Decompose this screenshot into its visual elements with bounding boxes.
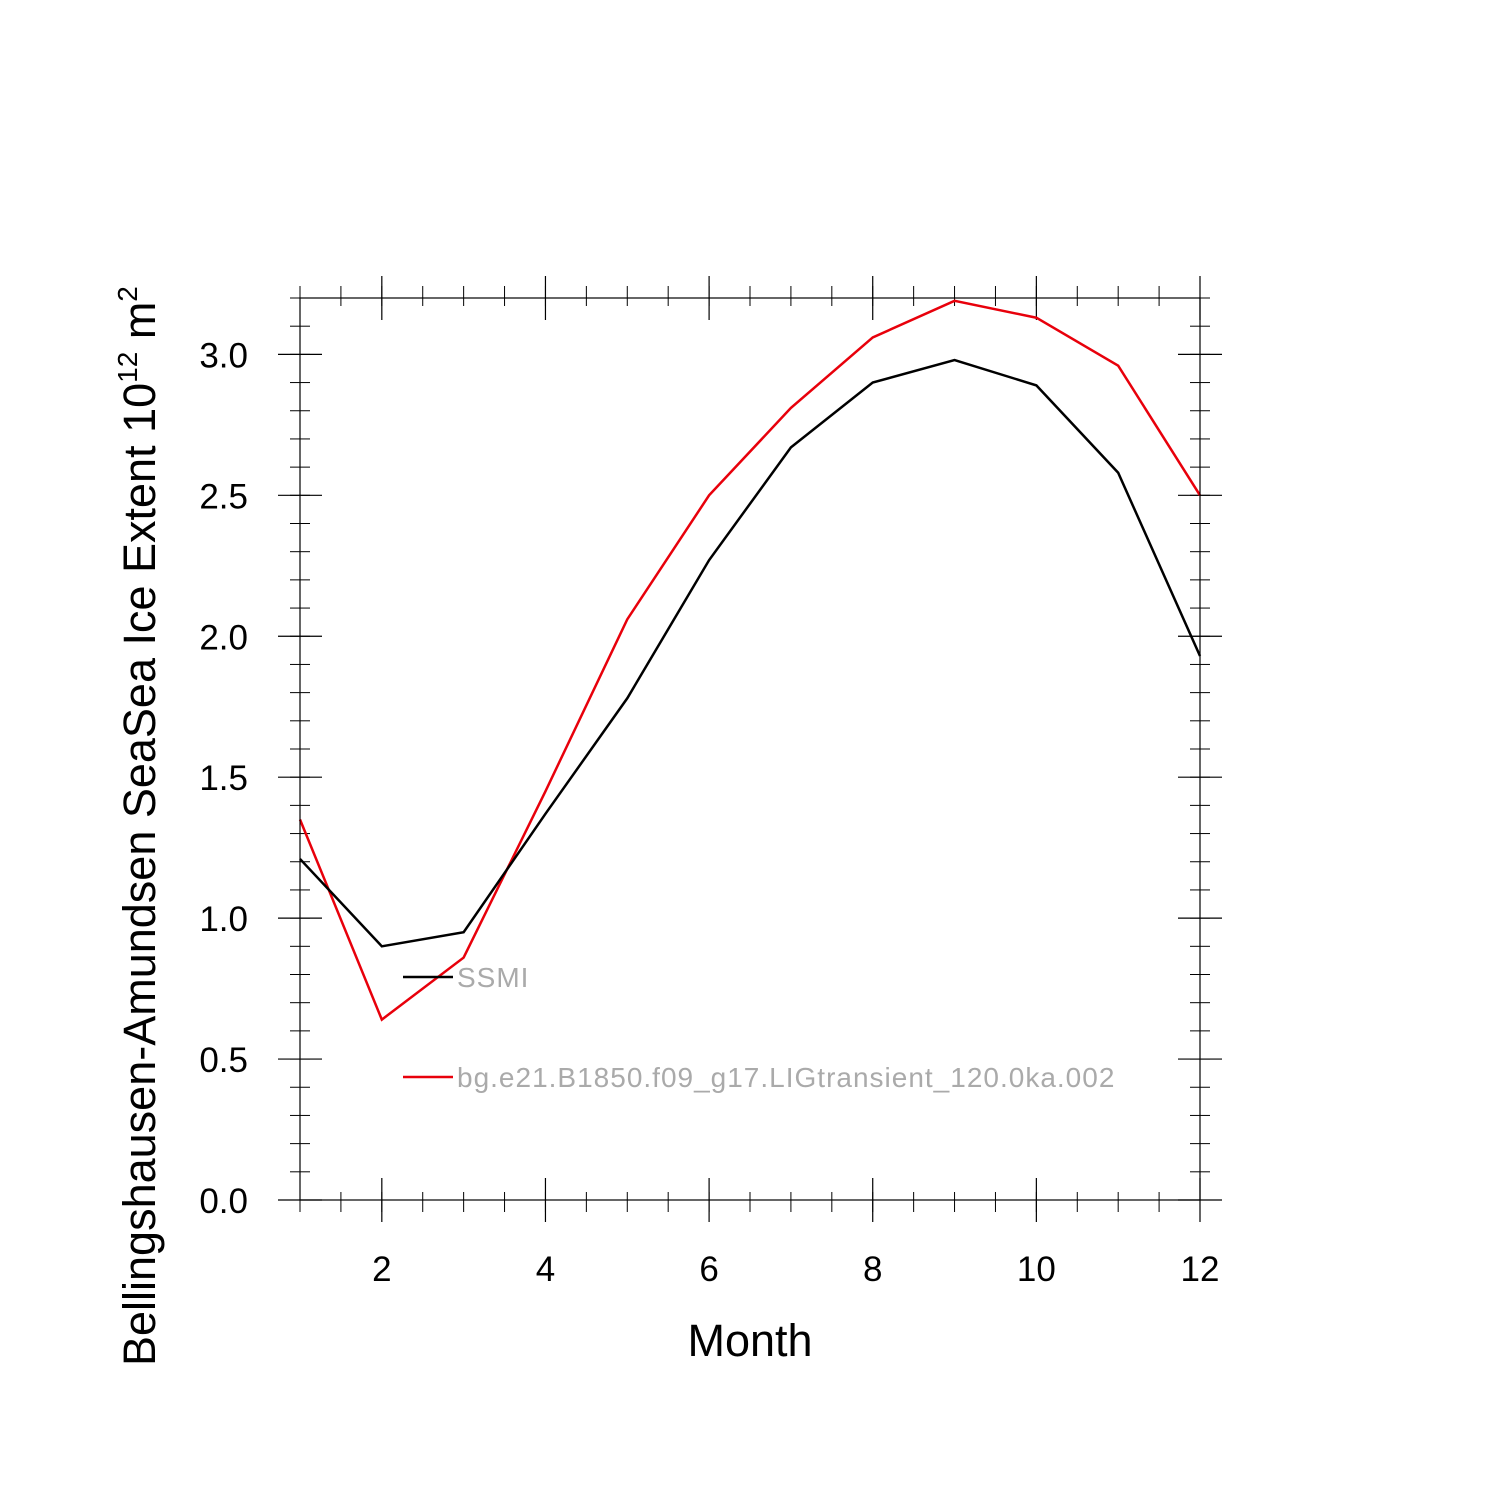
x-tick-label: 6 — [699, 1250, 718, 1289]
x-axis-title: Month — [687, 1315, 812, 1366]
y-axis-title-unit: m — [114, 302, 165, 352]
x-tick-label: 4 — [536, 1250, 555, 1289]
y-tick-label: 2.0 — [199, 618, 248, 657]
legend: SSMI bg.e21.B1850.f09_g17.LIGtransient_1… — [403, 962, 1115, 1093]
y-axis-title-main: Bellingshausen-Amundsen SeaSea Ice Exten… — [114, 383, 165, 1366]
minor-ticks — [290, 286, 1210, 1212]
y-tick-label: 0.5 — [199, 1041, 248, 1080]
x-tick-label: 2 — [372, 1250, 391, 1289]
x-tick-label: 12 — [1181, 1250, 1220, 1289]
y-axis-title-exponent: 12 — [112, 352, 143, 383]
y-tick-label: 3.0 — [199, 336, 248, 375]
y-axis-title: Bellingshausen-Amundsen SeaSea Ice Exten… — [112, 286, 165, 1366]
y-tick-label: 1.0 — [199, 900, 248, 939]
y-tick-label: 0.0 — [199, 1182, 248, 1221]
legend-label-ssmi: SSMI — [457, 962, 529, 993]
series-line-ssmi — [299, 358, 1202, 948]
legend-label-model: bg.e21.B1850.f09_g17.LIGtransient_120.0k… — [457, 1062, 1115, 1093]
y-tick-labels: 0.0 0.5 1.0 1.5 2.0 2.5 3.0 — [199, 336, 248, 1221]
series-lines — [298, 299, 1202, 1022]
x-tick-label: 10 — [1017, 1250, 1056, 1289]
y-tick-label: 2.5 — [199, 477, 248, 516]
x-tick-labels: 2 4 6 8 10 12 — [372, 1250, 1219, 1289]
series-line-model — [298, 299, 1202, 1022]
plot-frame — [299, 297, 1201, 1201]
x-tick-label: 8 — [863, 1250, 882, 1289]
y-axis-title-unit-exponent: 2 — [112, 286, 143, 302]
y-tick-label: 1.5 — [199, 759, 248, 798]
